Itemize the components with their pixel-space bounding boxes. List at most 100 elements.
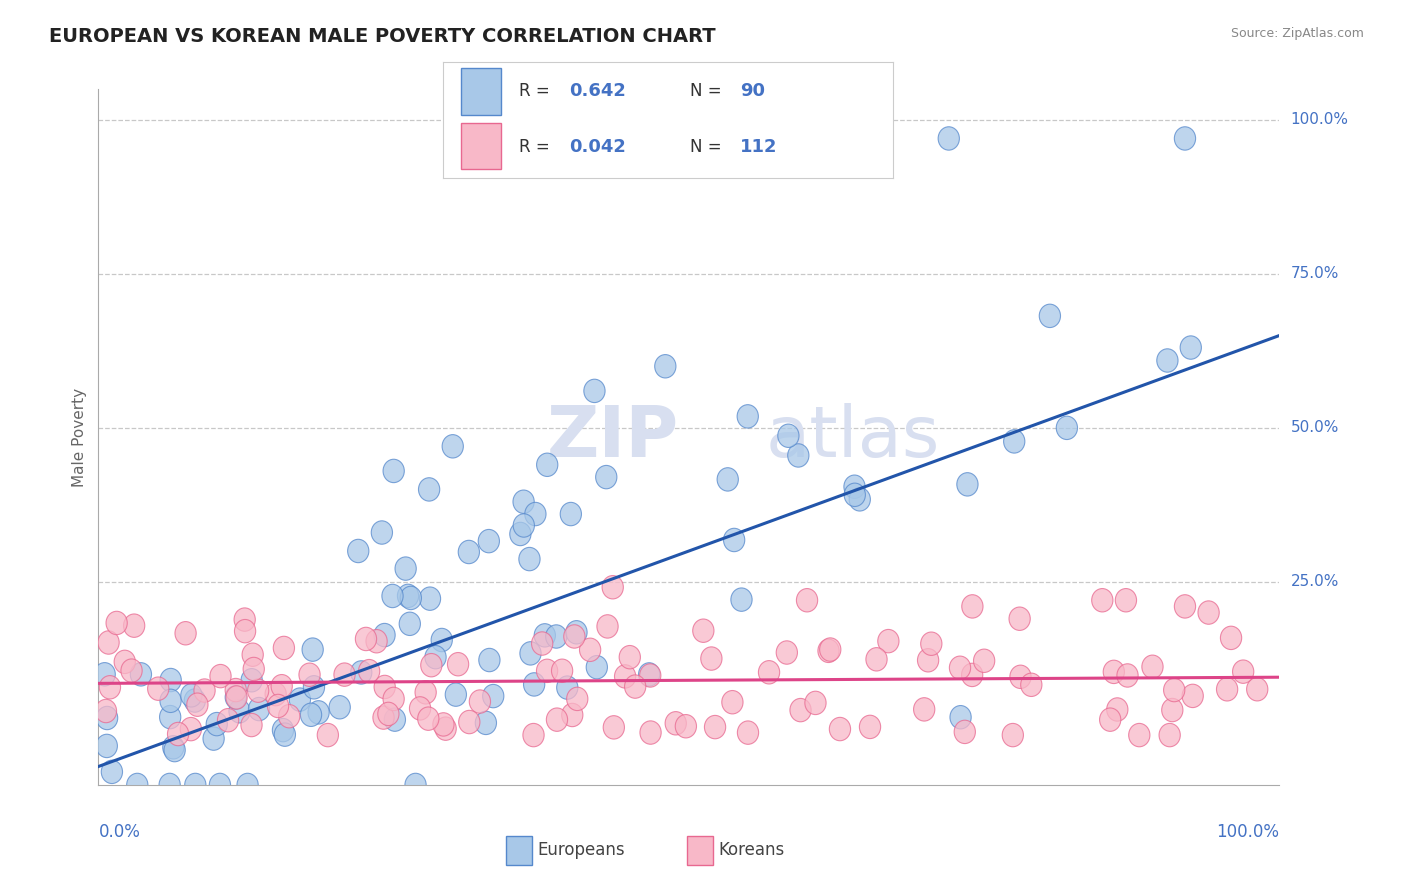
- Ellipse shape: [546, 624, 567, 648]
- Ellipse shape: [537, 659, 558, 682]
- Ellipse shape: [1104, 660, 1125, 683]
- Ellipse shape: [415, 681, 436, 704]
- Ellipse shape: [1182, 684, 1204, 707]
- Ellipse shape: [273, 636, 294, 660]
- Ellipse shape: [557, 676, 578, 699]
- Ellipse shape: [1159, 723, 1180, 747]
- Ellipse shape: [1002, 723, 1024, 747]
- Ellipse shape: [523, 723, 544, 747]
- Ellipse shape: [830, 717, 851, 740]
- Ellipse shape: [583, 379, 605, 402]
- Text: 100.0%: 100.0%: [1216, 823, 1279, 841]
- Bar: [461, 68, 502, 114]
- Ellipse shape: [1021, 673, 1042, 697]
- Ellipse shape: [418, 707, 439, 731]
- Ellipse shape: [624, 675, 645, 698]
- Ellipse shape: [665, 712, 686, 735]
- Ellipse shape: [425, 646, 446, 669]
- Ellipse shape: [382, 687, 405, 711]
- Ellipse shape: [510, 523, 531, 546]
- Ellipse shape: [225, 686, 246, 709]
- Ellipse shape: [194, 679, 215, 702]
- Ellipse shape: [347, 540, 368, 563]
- Ellipse shape: [105, 611, 128, 635]
- Ellipse shape: [1099, 708, 1121, 731]
- Ellipse shape: [849, 488, 870, 511]
- Ellipse shape: [100, 675, 121, 699]
- Ellipse shape: [209, 665, 231, 688]
- Ellipse shape: [350, 661, 373, 684]
- Ellipse shape: [398, 584, 419, 607]
- Ellipse shape: [433, 713, 454, 736]
- Ellipse shape: [98, 631, 120, 654]
- Ellipse shape: [721, 690, 742, 714]
- Ellipse shape: [640, 664, 661, 687]
- Ellipse shape: [184, 689, 205, 712]
- Ellipse shape: [187, 693, 208, 716]
- Ellipse shape: [229, 699, 250, 723]
- Ellipse shape: [640, 721, 661, 744]
- Ellipse shape: [1107, 698, 1128, 722]
- Ellipse shape: [524, 502, 546, 525]
- Ellipse shape: [704, 715, 725, 739]
- Ellipse shape: [124, 614, 145, 638]
- Ellipse shape: [405, 773, 426, 797]
- Ellipse shape: [675, 714, 696, 738]
- Ellipse shape: [238, 773, 259, 797]
- Ellipse shape: [638, 663, 659, 686]
- Ellipse shape: [1164, 678, 1185, 702]
- Ellipse shape: [94, 663, 115, 686]
- Ellipse shape: [447, 653, 468, 676]
- Ellipse shape: [240, 669, 263, 692]
- Ellipse shape: [131, 663, 152, 686]
- Ellipse shape: [366, 630, 387, 653]
- Ellipse shape: [547, 708, 568, 731]
- Ellipse shape: [962, 595, 983, 618]
- Ellipse shape: [432, 628, 453, 652]
- Ellipse shape: [240, 714, 262, 737]
- Ellipse shape: [209, 773, 231, 797]
- Ellipse shape: [114, 650, 135, 673]
- Ellipse shape: [560, 502, 582, 525]
- Ellipse shape: [96, 734, 118, 757]
- Ellipse shape: [267, 694, 288, 718]
- Ellipse shape: [479, 648, 501, 672]
- Text: 0.642: 0.642: [569, 82, 626, 101]
- Ellipse shape: [938, 127, 959, 150]
- Ellipse shape: [918, 648, 939, 672]
- Ellipse shape: [1115, 589, 1136, 612]
- Ellipse shape: [603, 715, 624, 739]
- Ellipse shape: [475, 711, 496, 735]
- Bar: [506, 836, 531, 865]
- Ellipse shape: [1157, 349, 1178, 372]
- Text: 0.0%: 0.0%: [98, 823, 141, 841]
- Text: ZIP: ZIP: [547, 402, 679, 472]
- Text: N =: N =: [690, 82, 727, 101]
- Text: EUROPEAN VS KOREAN MALE POVERTY CORRELATION CHART: EUROPEAN VS KOREAN MALE POVERTY CORRELAT…: [49, 27, 716, 45]
- Text: 75.0%: 75.0%: [1291, 267, 1339, 281]
- Ellipse shape: [420, 654, 441, 677]
- Ellipse shape: [758, 661, 780, 684]
- Ellipse shape: [160, 668, 181, 691]
- Ellipse shape: [513, 490, 534, 514]
- Ellipse shape: [226, 686, 247, 709]
- Ellipse shape: [551, 659, 572, 682]
- Ellipse shape: [202, 727, 224, 750]
- Ellipse shape: [614, 665, 636, 688]
- Ellipse shape: [1010, 607, 1031, 631]
- Ellipse shape: [534, 624, 555, 647]
- Ellipse shape: [921, 632, 942, 656]
- Ellipse shape: [308, 701, 329, 724]
- Ellipse shape: [1247, 678, 1268, 701]
- Text: atlas: atlas: [766, 402, 941, 472]
- Ellipse shape: [1161, 698, 1182, 722]
- Ellipse shape: [478, 530, 499, 553]
- Ellipse shape: [731, 588, 752, 611]
- Text: N =: N =: [690, 138, 727, 156]
- Ellipse shape: [225, 679, 246, 702]
- Ellipse shape: [127, 773, 148, 797]
- Ellipse shape: [565, 621, 588, 644]
- Ellipse shape: [434, 717, 457, 740]
- Ellipse shape: [1142, 655, 1163, 679]
- Ellipse shape: [121, 659, 142, 682]
